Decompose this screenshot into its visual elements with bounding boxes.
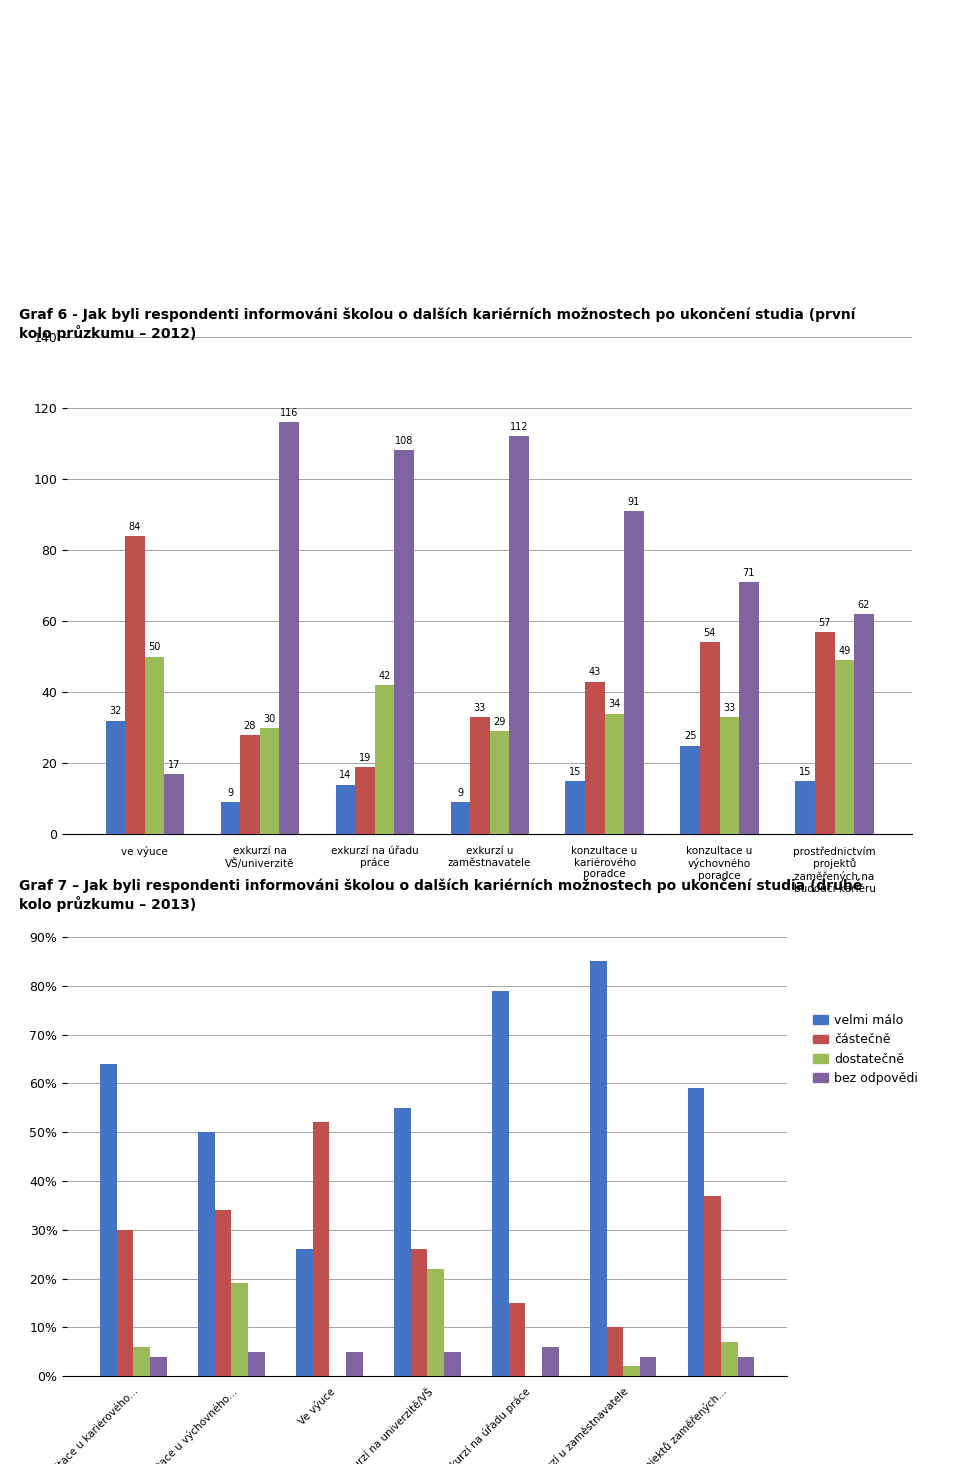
Text: 9: 9 xyxy=(228,788,233,798)
Bar xyxy=(427,1269,444,1376)
Bar xyxy=(589,962,607,1376)
Text: 43: 43 xyxy=(588,668,601,678)
Bar xyxy=(106,720,125,834)
Text: 29: 29 xyxy=(493,717,506,728)
Text: 15: 15 xyxy=(569,767,582,777)
Bar xyxy=(231,1284,248,1376)
Bar xyxy=(248,1351,265,1376)
Text: 108: 108 xyxy=(395,436,413,447)
Bar xyxy=(509,436,529,834)
Bar xyxy=(355,767,374,834)
Bar xyxy=(116,1230,133,1376)
Bar xyxy=(394,1108,411,1376)
Bar xyxy=(585,682,605,834)
Bar xyxy=(346,1351,363,1376)
Bar xyxy=(739,583,758,834)
Bar xyxy=(796,782,815,834)
Bar xyxy=(605,713,624,834)
Bar xyxy=(705,1196,721,1376)
Text: 42: 42 xyxy=(378,671,391,681)
Bar xyxy=(639,1357,657,1376)
Text: 33: 33 xyxy=(473,703,486,713)
Bar xyxy=(133,1347,150,1376)
Bar xyxy=(541,1347,559,1376)
Bar xyxy=(681,745,700,834)
Text: 116: 116 xyxy=(279,408,299,417)
Bar xyxy=(623,1366,639,1376)
Text: 15: 15 xyxy=(799,767,811,777)
Bar xyxy=(279,422,299,834)
Bar xyxy=(164,774,183,834)
Bar xyxy=(700,643,720,834)
Bar xyxy=(490,732,509,834)
Text: 30: 30 xyxy=(263,713,276,723)
Text: 50: 50 xyxy=(148,643,160,653)
Bar xyxy=(738,1357,755,1376)
Text: 25: 25 xyxy=(684,732,696,741)
Bar xyxy=(374,685,395,834)
Bar xyxy=(221,802,240,834)
Bar xyxy=(150,1357,166,1376)
Text: 71: 71 xyxy=(743,568,756,578)
Bar xyxy=(688,1088,705,1376)
Text: 54: 54 xyxy=(704,628,716,638)
Bar xyxy=(450,802,470,834)
Bar xyxy=(470,717,490,834)
Bar xyxy=(259,728,279,834)
Bar xyxy=(336,785,355,834)
Bar xyxy=(815,632,834,834)
Text: Graf 7 – Jak byli respondenti informováni školou o dalších kariérních možnostech: Graf 7 – Jak byli respondenti informován… xyxy=(19,878,863,912)
Text: 32: 32 xyxy=(109,707,122,716)
Bar xyxy=(444,1351,461,1376)
Bar xyxy=(100,1064,116,1376)
Bar xyxy=(721,1342,738,1376)
Bar xyxy=(565,782,585,834)
Bar xyxy=(411,1249,427,1376)
Bar xyxy=(125,536,145,834)
Text: 91: 91 xyxy=(628,496,640,507)
Bar xyxy=(624,511,643,834)
Bar xyxy=(834,660,854,834)
Bar xyxy=(854,613,874,834)
Text: 9: 9 xyxy=(457,788,464,798)
Text: 62: 62 xyxy=(857,600,870,610)
Text: 14: 14 xyxy=(339,770,351,780)
Text: 33: 33 xyxy=(723,703,735,713)
Bar xyxy=(198,1132,215,1376)
Bar xyxy=(240,735,259,834)
Bar xyxy=(720,717,739,834)
Text: 49: 49 xyxy=(838,646,851,656)
Bar xyxy=(145,657,164,834)
Legend: velmi málo, částečně, dostatečně, bez odpovědi: velmi málo, částečně, dostatečně, bez od… xyxy=(808,1009,923,1089)
Bar xyxy=(395,451,414,834)
Text: 17: 17 xyxy=(168,760,180,770)
Text: 57: 57 xyxy=(819,618,831,628)
Bar xyxy=(296,1249,313,1376)
Bar xyxy=(492,991,509,1376)
Text: 84: 84 xyxy=(129,521,141,531)
Text: 28: 28 xyxy=(244,720,256,731)
Bar xyxy=(509,1303,525,1376)
Bar xyxy=(313,1123,329,1376)
Text: 19: 19 xyxy=(359,752,371,763)
Text: Graf 6 - Jak byli respondenti informováni školou o dalších kariérních možnostech: Graf 6 - Jak byli respondenti informován… xyxy=(19,307,855,341)
Bar xyxy=(215,1211,231,1376)
Bar xyxy=(607,1328,623,1376)
Text: 34: 34 xyxy=(609,700,620,710)
Legend: dostatečně, částečně, velmi málo, vůbec: dostatečně, částečně, velmi málo, vůbec xyxy=(177,981,600,1004)
Text: 112: 112 xyxy=(510,422,528,432)
